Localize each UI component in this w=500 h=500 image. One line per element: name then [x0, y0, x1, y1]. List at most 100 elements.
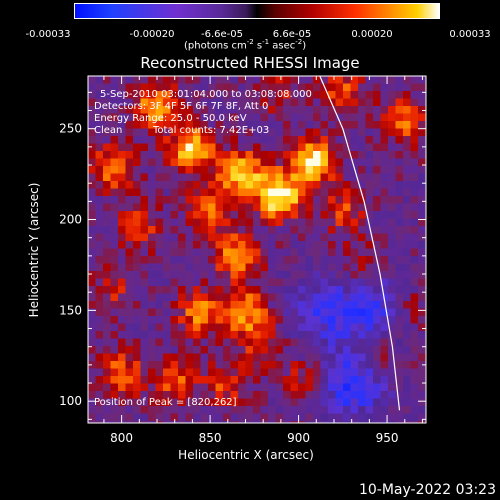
heatmap-cell — [230, 413, 239, 422]
heatmap-cell — [230, 158, 239, 167]
heatmap-cell — [335, 158, 344, 167]
heatmap-cell — [283, 398, 291, 407]
heatmap-cell — [335, 113, 344, 122]
heatmap-cell — [238, 181, 246, 189]
heatmap-cell — [215, 338, 224, 347]
heatmap-cell — [403, 346, 411, 354]
heatmap-cell — [148, 188, 156, 197]
heatmap-cell — [343, 316, 351, 324]
heatmap-cell — [238, 76, 246, 84]
heatmap-cell — [95, 331, 104, 339]
heatmap-cell — [328, 263, 336, 272]
heatmap-cell — [155, 83, 164, 92]
heatmap-cell — [155, 286, 164, 294]
heatmap-cell — [290, 188, 299, 197]
heatmap-cell — [215, 368, 224, 377]
heatmap-cell — [403, 196, 411, 204]
heatmap-cell — [298, 218, 306, 227]
heatmap-cell — [373, 278, 381, 287]
heatmap-cell — [275, 286, 284, 294]
heatmap-cell — [238, 391, 246, 399]
heatmap-cell — [125, 106, 134, 114]
heatmap-cell — [365, 158, 374, 167]
heatmap-cell — [298, 136, 306, 144]
heatmap-cell — [268, 203, 276, 212]
heatmap-cell — [268, 278, 276, 287]
heatmap-cell — [140, 293, 149, 302]
heatmap-cell — [275, 338, 284, 347]
heatmap-cell — [208, 391, 216, 399]
heatmap-cell — [208, 368, 216, 377]
heatmap-cell — [155, 376, 164, 384]
heatmap-cell — [208, 233, 216, 242]
heatmap-cell — [140, 83, 149, 92]
heatmap-cell — [148, 323, 156, 332]
heatmap-cell — [88, 406, 96, 414]
heatmap-cell — [185, 196, 194, 204]
heatmap-cell — [328, 128, 336, 137]
heatmap-cell — [185, 188, 194, 197]
heatmap-cell — [155, 391, 164, 399]
heatmap-cell — [245, 226, 254, 234]
heatmap-cell — [410, 406, 419, 414]
heatmap-cell — [395, 128, 404, 137]
heatmap-cell — [418, 316, 426, 324]
heatmap-cell — [343, 226, 351, 234]
heatmap-cell — [133, 368, 141, 377]
heatmap-cell — [88, 151, 96, 159]
heatmap-cell — [275, 308, 284, 317]
heatmap-cell — [178, 338, 186, 347]
heatmap-cell — [103, 421, 111, 423]
heatmap-cell — [418, 151, 426, 159]
heatmap-cell — [148, 151, 156, 159]
heatmap-cell — [298, 308, 306, 317]
heatmap-cell — [395, 338, 404, 347]
heatmap-cell — [320, 421, 329, 423]
heatmap-cell — [110, 128, 119, 137]
heatmap-cell — [380, 316, 389, 324]
heatmap-cell — [118, 398, 126, 407]
heatmap-cell — [388, 368, 396, 377]
heatmap-cell — [268, 413, 276, 422]
heatmap-cell — [238, 121, 246, 129]
heatmap-cell — [335, 413, 344, 422]
heatmap-cell — [328, 353, 336, 362]
heatmap-cell — [200, 136, 209, 144]
heatmap-cell — [238, 286, 246, 294]
heatmap-cell — [410, 301, 419, 309]
heatmap-cell — [358, 323, 366, 332]
heatmap-cell — [125, 421, 134, 423]
heatmap-cell — [260, 391, 269, 399]
heatmap-cell — [313, 263, 321, 272]
heatmap-cell — [283, 76, 291, 84]
heatmap-cell — [418, 406, 426, 414]
heatmap-cell — [253, 218, 261, 227]
annotation-energy: Energy Range: 25.0 - 50.0 keV — [94, 113, 247, 124]
heatmap-cell — [410, 211, 419, 219]
heatmap-cell — [380, 226, 389, 234]
heatmap-cell — [305, 278, 314, 287]
heatmap-cell — [223, 218, 231, 227]
heatmap-cell — [388, 278, 396, 287]
heatmap-cell — [328, 91, 336, 99]
heatmap-cell — [155, 98, 164, 107]
heatmap-cell — [140, 121, 149, 129]
heatmap-cell — [403, 286, 411, 294]
heatmap-cell — [275, 263, 284, 272]
heatmap-cell — [95, 316, 104, 324]
heatmap-cell — [178, 121, 186, 129]
heatmap-cell — [163, 181, 171, 189]
heatmap-cell — [260, 98, 269, 107]
heatmap-cell — [163, 106, 171, 114]
heatmap-cell — [298, 406, 306, 414]
heatmap-cell — [148, 241, 156, 249]
heatmap-cell — [365, 271, 374, 279]
heatmap-cell — [380, 98, 389, 107]
heatmap-cell — [388, 301, 396, 309]
heatmap-cell — [230, 91, 239, 99]
heatmap-cell — [283, 91, 291, 99]
heatmap-cell — [358, 256, 366, 264]
heatmap-cell — [178, 286, 186, 294]
heatmap-cell — [223, 383, 231, 392]
heatmap-cell — [215, 308, 224, 317]
